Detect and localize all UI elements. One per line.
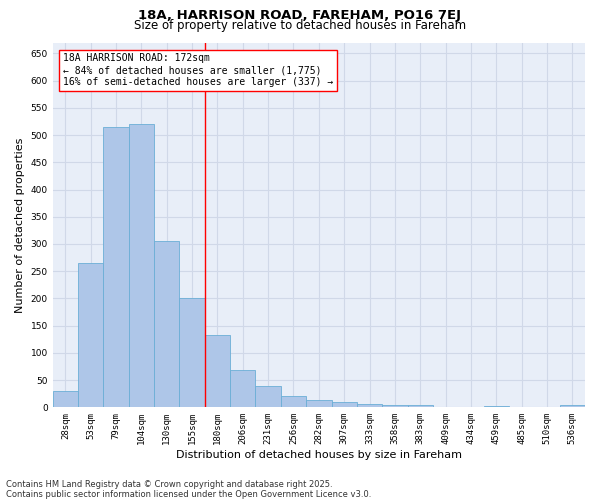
- Y-axis label: Number of detached properties: Number of detached properties: [15, 137, 25, 312]
- Bar: [407, 405, 433, 407]
- Bar: [256, 386, 281, 407]
- Bar: [53, 391, 78, 407]
- Bar: [382, 404, 407, 407]
- Text: 18A HARRISON ROAD: 172sqm
← 84% of detached houses are smaller (1,775)
16% of se: 18A HARRISON ROAD: 172sqm ← 84% of detac…: [64, 54, 334, 86]
- Text: Size of property relative to detached houses in Fareham: Size of property relative to detached ho…: [134, 18, 466, 32]
- Text: Contains HM Land Registry data © Crown copyright and database right 2025.
Contai: Contains HM Land Registry data © Crown c…: [6, 480, 371, 499]
- X-axis label: Distribution of detached houses by size in Fareham: Distribution of detached houses by size …: [176, 450, 462, 460]
- Bar: [332, 402, 357, 407]
- Bar: [154, 242, 179, 408]
- Bar: [230, 370, 256, 408]
- Bar: [103, 127, 129, 408]
- Bar: [78, 263, 103, 408]
- Bar: [281, 396, 306, 407]
- Bar: [484, 406, 509, 407]
- Bar: [357, 404, 382, 407]
- Bar: [205, 335, 230, 407]
- Bar: [129, 124, 154, 408]
- Bar: [560, 405, 585, 407]
- Bar: [306, 400, 332, 407]
- Text: 18A, HARRISON ROAD, FAREHAM, PO16 7EJ: 18A, HARRISON ROAD, FAREHAM, PO16 7EJ: [139, 9, 461, 22]
- Bar: [179, 298, 205, 408]
